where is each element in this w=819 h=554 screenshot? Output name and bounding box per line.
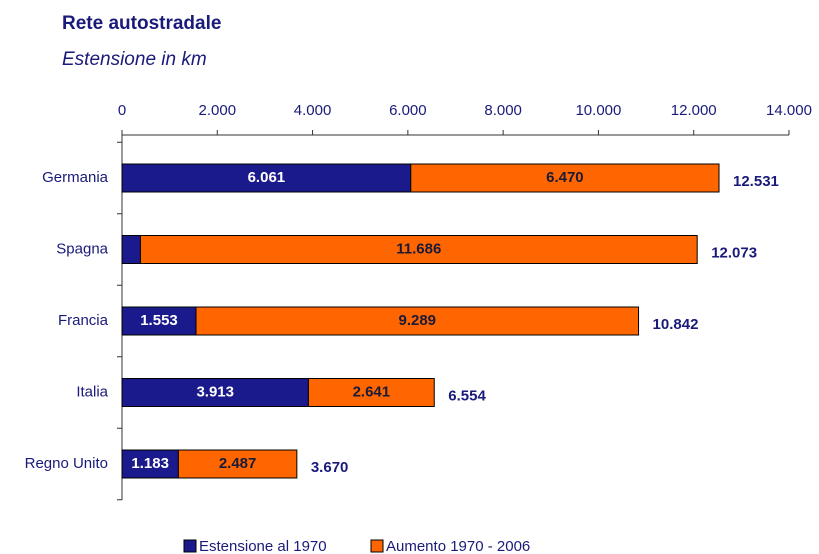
x-tick-label: 0	[118, 102, 126, 119]
x-tick-label: 8.000	[484, 102, 522, 119]
x-tick-label: 2.000	[199, 102, 237, 119]
bar-label: 2.487	[219, 455, 257, 472]
y-tick-label: Spagna	[56, 240, 108, 257]
bar-segment	[195, 306, 640, 336]
x-tick-label: 6.000	[389, 102, 427, 119]
bar-label: 1.183	[131, 455, 169, 472]
total-label: 6.554	[448, 387, 486, 404]
bar-label: 6.470	[546, 169, 584, 186]
y-tick-label: Regno Unito	[25, 455, 108, 472]
x-tick-label: 12.000	[671, 102, 717, 119]
total-label: 12.531	[733, 173, 779, 190]
y-tick-label: Germania	[42, 169, 109, 186]
x-tick-label: 10.000	[575, 102, 621, 119]
legend-label: Aumento 1970 - 2006	[386, 538, 530, 554]
bar-label: 3.913	[196, 383, 234, 400]
bar-label: 2.641	[353, 383, 391, 400]
legend-swatch	[370, 539, 384, 553]
chart-title: Rete autostradale	[62, 13, 221, 34]
x-tick-label: 14.000	[766, 102, 812, 119]
bar-segment	[121, 449, 179, 479]
total-label: 12.073	[711, 244, 757, 261]
bar-segment	[121, 306, 197, 336]
total-label: 10.842	[653, 316, 699, 333]
legend-swatch	[183, 539, 197, 553]
x-tick-label: 4.000	[294, 102, 332, 119]
bar-segment	[121, 378, 309, 407]
bar-segment	[307, 378, 435, 407]
bar-segment	[121, 163, 412, 193]
total-label: 3.670	[311, 459, 349, 476]
bar-label: 1.553	[140, 312, 178, 329]
y-tick-label: Francia	[58, 312, 109, 329]
chart-subtitle: Estensione in km	[62, 49, 207, 70]
legend-label: Estensione al 1970	[199, 538, 327, 554]
bar-label: 11.686	[396, 240, 441, 257]
y-tick-label: Italia	[76, 383, 108, 400]
bar-segment	[121, 235, 141, 264]
bar-label: 9.289	[398, 312, 436, 329]
bar-segment	[139, 235, 698, 264]
bar-segment	[410, 163, 720, 193]
bar-segment	[177, 449, 298, 479]
bar-label: 6.061	[248, 169, 286, 186]
